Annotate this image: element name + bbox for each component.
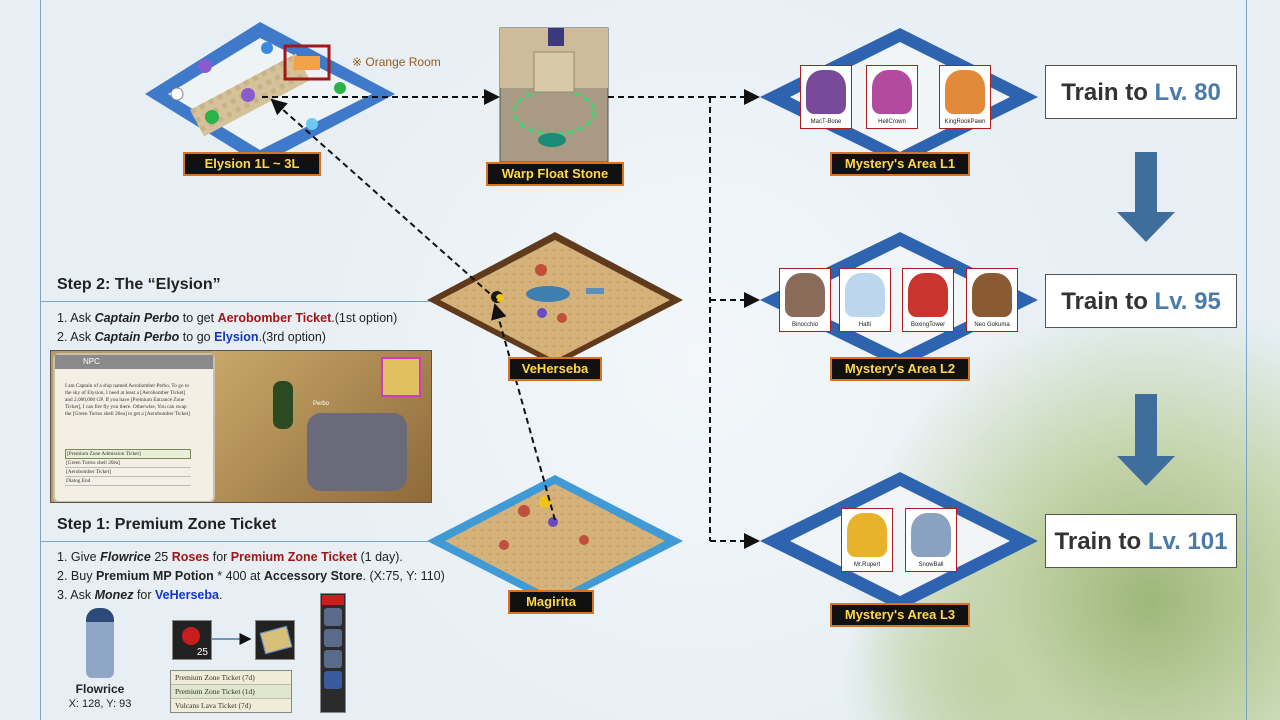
monster-card: Hatti <box>839 268 891 332</box>
monster-image <box>845 273 885 317</box>
right-frame-line <box>1246 0 1247 720</box>
step1-title: Step 1: Premium Zone Ticket <box>57 516 277 533</box>
monster-card: KingRookPawn <box>939 65 991 129</box>
area-l3-label: Mystery's Area L3 <box>830 603 970 627</box>
flowrice-name: Flowrice <box>75 682 125 696</box>
monster-name: Binocchio <box>791 322 818 328</box>
rose-icon: 25 <box>172 620 212 660</box>
monster-name: SnowBall <box>918 562 944 568</box>
left-frame-line <box>40 0 41 720</box>
orange-room-note: ※ Orange Room <box>352 55 441 69</box>
step1-line3: 3. Ask Monez for VeHerseba. <box>57 588 223 602</box>
ticket-list: Premium Zone Ticket (7d) Premium Zone Ti… <box>170 670 292 713</box>
rose-count: 25 <box>196 647 208 658</box>
airship-sprite <box>307 413 407 491</box>
route-arrows <box>262 89 760 549</box>
train-level: Lv. 101 <box>1147 528 1228 555</box>
train-prefix: Train to <box>1061 288 1148 315</box>
step1-line1: 1. Give Flowrice 25 Roses for Premium Zo… <box>57 550 403 564</box>
step2-title: Step 2: The “Elysion” <box>57 276 221 293</box>
monster-image <box>972 273 1012 317</box>
train-box-lv95: Train to Lv. 95 <box>1045 274 1237 328</box>
captain-perbo-sprite <box>273 381 293 429</box>
mystery-area-l3-map <box>760 472 1038 610</box>
skill-strip <box>320 593 346 713</box>
flowrice-coords: X: 128, Y: 93 <box>68 698 132 710</box>
dialog-header: NPC <box>55 355 213 369</box>
train-level: Lv. 80 <box>1154 79 1221 106</box>
ticket-icon <box>255 620 295 660</box>
area-l2-label: Mystery's Area L2 <box>830 357 970 381</box>
elysion-map <box>145 22 395 165</box>
dialog-window: NPC I am Captain of a ship named Aerobom… <box>53 353 215 502</box>
dialog-option[interactable]: [Aerobomber Ticket] <box>65 468 191 477</box>
skill-strip-header <box>322 595 344 605</box>
monster-image <box>945 70 985 114</box>
npc-dialog-screenshot: Perbo NPC I am Captain of a ship named A… <box>50 350 432 503</box>
step1-list: 1. Give Flowrice 25 Roses for Premium Zo… <box>57 548 445 605</box>
monster-card: BoxingTower <box>902 268 954 332</box>
warp-label: Warp Float Stone <box>486 162 624 186</box>
dialog-option[interactable]: [Green Turtos shell 20ea] <box>65 459 191 468</box>
monster-card: MacT-Bone <box>800 65 852 129</box>
dialog-text: I am Captain of a ship named Aerobomber … <box>65 383 190 417</box>
down-arrows <box>1117 152 1175 486</box>
step1-line2: 2. Buy Premium MP Potion * 400 at Access… <box>57 569 445 583</box>
mp-potion-slot-icon <box>324 608 342 626</box>
monster-name: HellCrown <box>878 119 906 125</box>
step2-line1: 1. Ask Captain Perbo to get Aerobomber T… <box>57 311 398 325</box>
ticket-option[interactable]: Premium Zone Ticket (1d) <box>171 685 291 699</box>
monster-name: KingRookPawn <box>944 119 986 125</box>
monster-image <box>872 70 912 114</box>
step1-rule <box>40 541 430 542</box>
monster-name: Hatti <box>858 322 872 328</box>
ticket-shape <box>259 625 293 655</box>
npc-name: Perbo <box>313 401 330 407</box>
monster-name: MacT-Bone <box>810 119 842 125</box>
step2-rule <box>40 301 430 302</box>
rose-flower <box>182 627 200 645</box>
monster-image <box>785 273 825 317</box>
dialog-options: [Premium Zone Admission Ticket] [Green T… <box>65 449 191 486</box>
monster-name: Neo Gokuma <box>974 322 1010 328</box>
ticket-option[interactable]: Premium Zone Ticket (7d) <box>171 671 291 685</box>
veherseba-label: VeHerseba <box>508 357 602 381</box>
train-box-lv101: Train to Lv. 101 <box>1045 514 1237 568</box>
monster-card: Neo Gokuma <box>966 268 1018 332</box>
monster-card: Binocchio <box>779 268 831 332</box>
monster-image <box>908 273 948 317</box>
monster-card: SnowBall <box>905 508 957 572</box>
dialog-option[interactable]: Dialog End <box>65 477 191 486</box>
mp-potion-slot-icon <box>324 650 342 668</box>
warp-stone-image <box>499 27 609 163</box>
dialog-option[interactable]: [Premium Zone Admission Ticket] <box>65 449 191 459</box>
monster-name: Mr.Rupert <box>853 562 881 568</box>
mp-potion-slot-icon <box>324 629 342 647</box>
monster-image <box>847 513 887 557</box>
train-box-lv80: Train to Lv. 80 <box>1045 65 1237 119</box>
ticket-item-icon <box>381 357 421 397</box>
monster-name: BoxingTower <box>910 322 946 328</box>
monster-card: HellCrown <box>866 65 918 129</box>
step2-list: 1. Ask Captain Perbo to get Aerobomber T… <box>57 309 397 347</box>
magirita-map <box>427 475 683 606</box>
veherseba-map <box>427 232 683 366</box>
ticket-option[interactable]: Vulcans Lava Ticket (7d) <box>175 701 251 710</box>
train-prefix: Train to <box>1061 79 1148 106</box>
monster-card: Mr.Rupert <box>841 508 893 572</box>
monster-image <box>911 513 951 557</box>
area-l1-label: Mystery's Area L1 <box>830 152 970 176</box>
flowrice-sprite <box>86 608 114 678</box>
elysion-label: Elysion 1L ~ 3L <box>183 152 321 176</box>
step2-line2: 2. Ask Captain Perbo to go Elysion.(3rd … <box>57 330 326 344</box>
magirita-label: Magirita <box>508 590 594 614</box>
train-level: Lv. 95 <box>1154 288 1221 315</box>
train-prefix: Train to <box>1054 528 1142 555</box>
monster-image <box>806 70 846 114</box>
mp-potion-slot-icon <box>324 671 342 689</box>
